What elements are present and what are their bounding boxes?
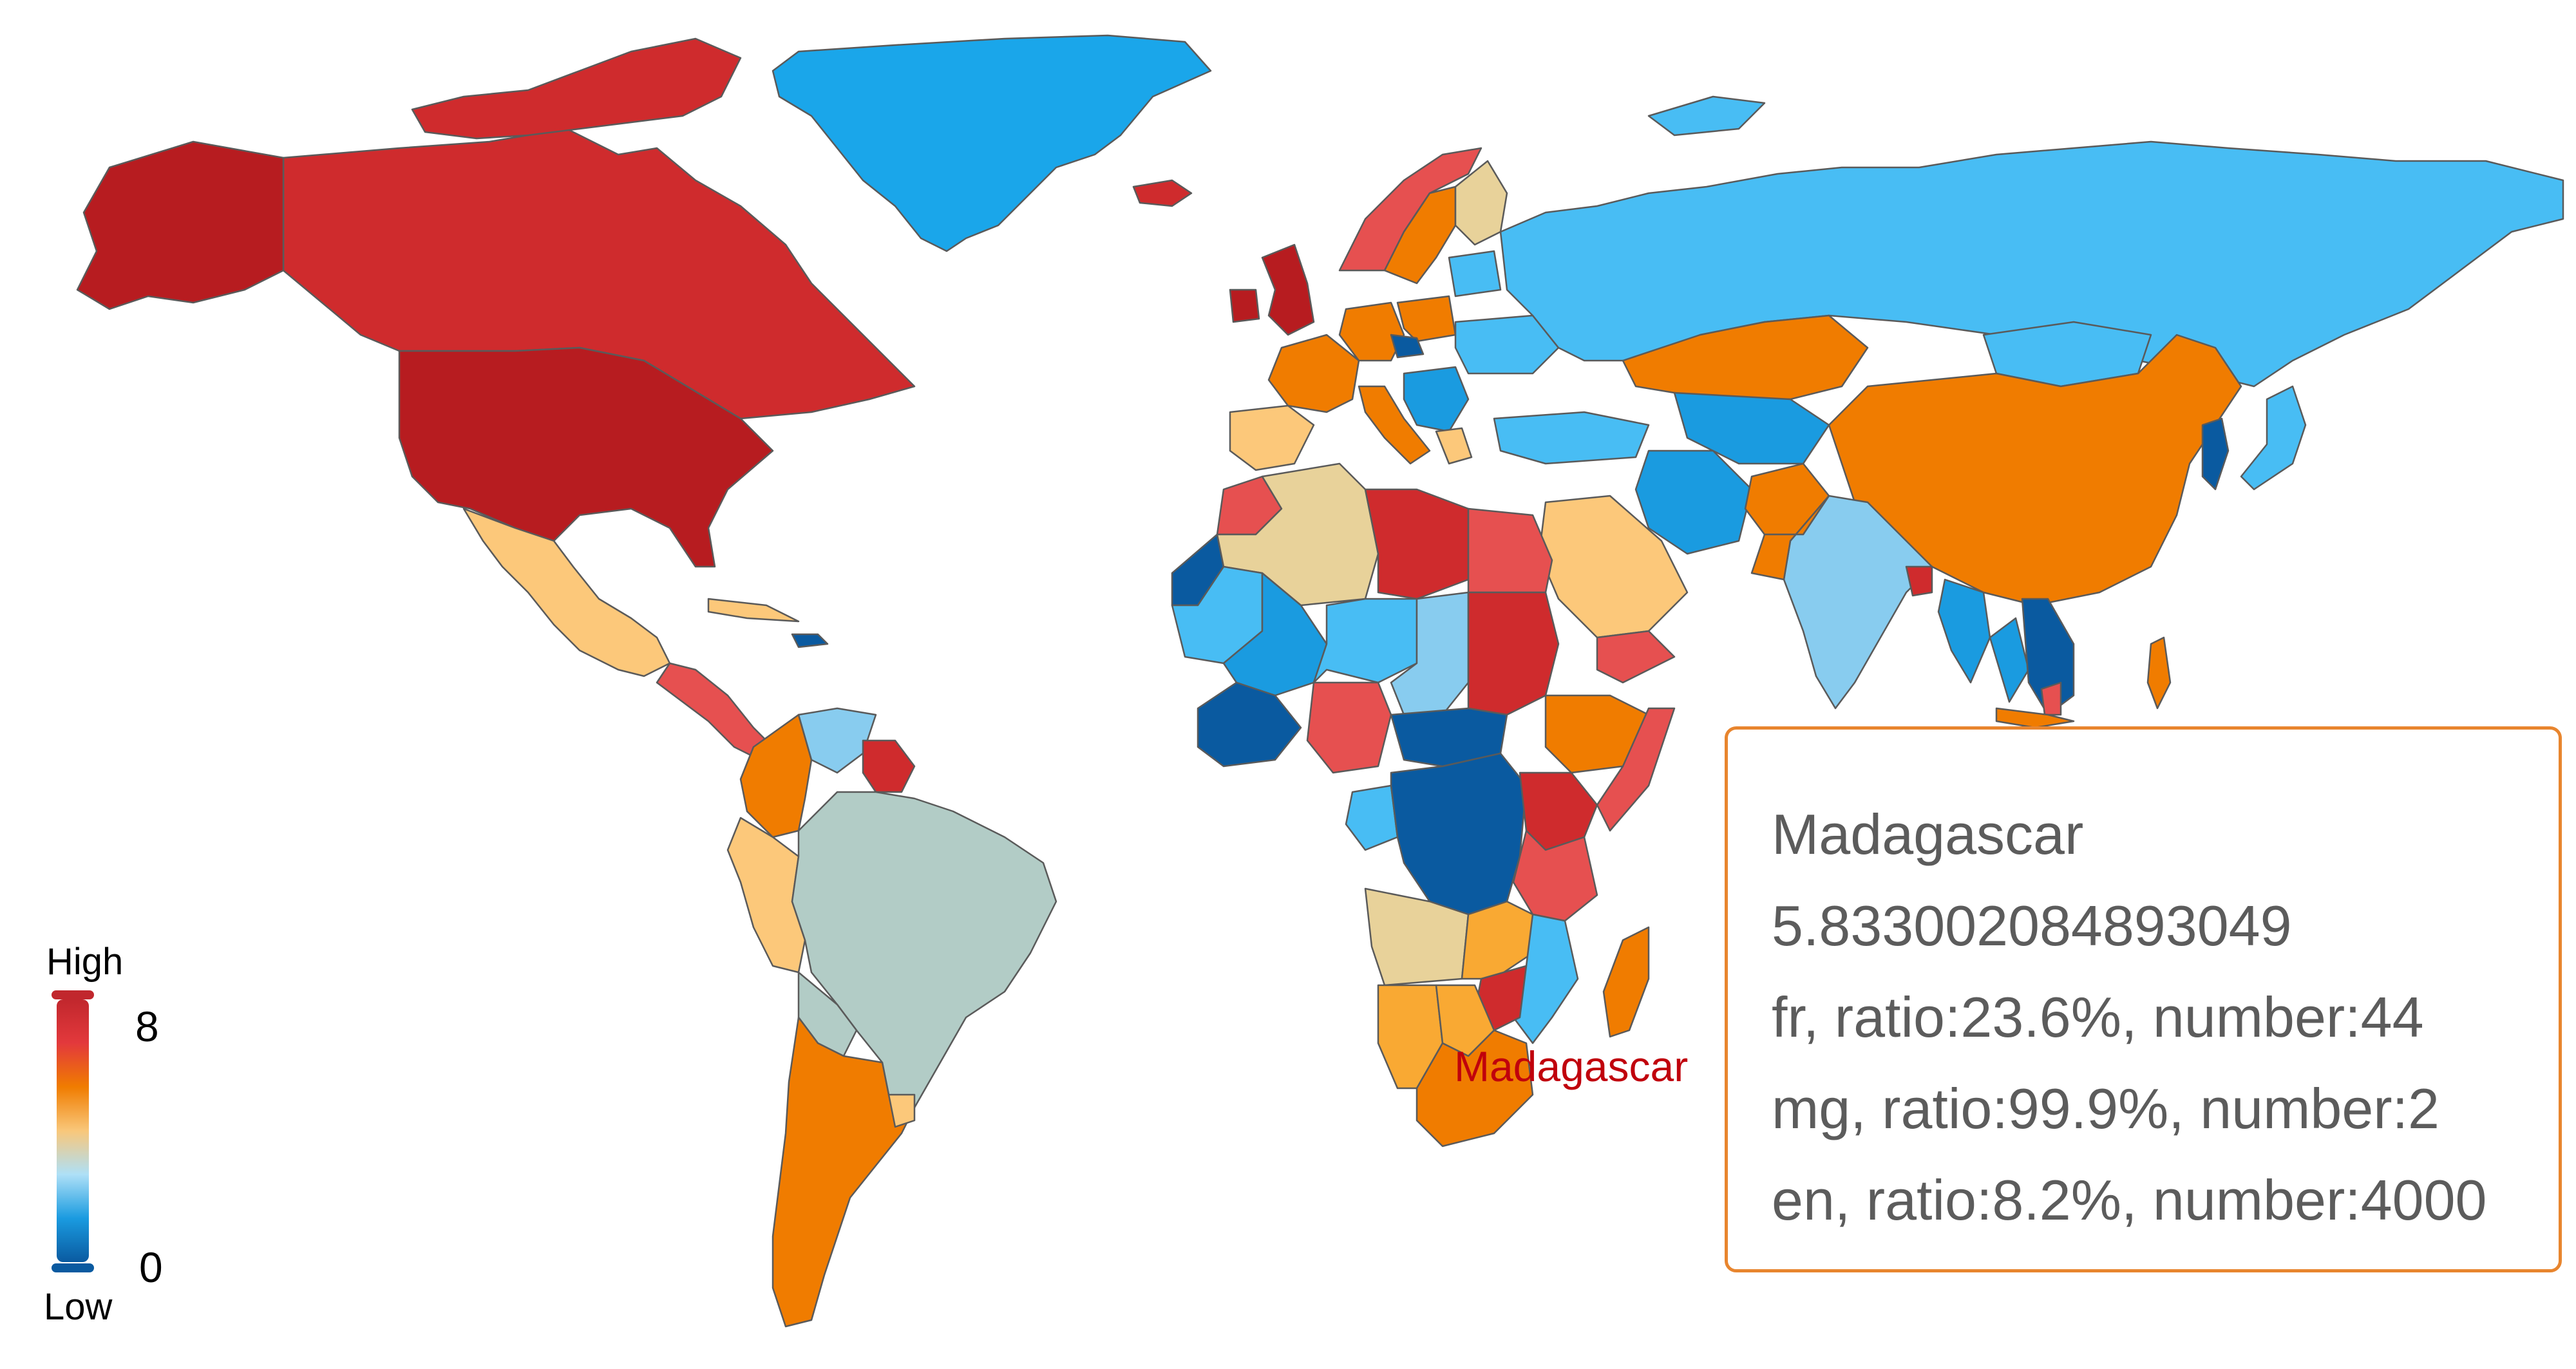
country-libya[interactable] — [1364, 488, 1470, 600]
country-korea[interactable] — [2201, 417, 2230, 491]
country-balkans[interactable] — [1403, 366, 1470, 433]
country-spain[interactable] — [1229, 404, 1315, 471]
country-poland[interactable] — [1396, 295, 1457, 343]
country-thailand[interactable] — [1989, 617, 2030, 703]
tooltip-country-name: Madagascar — [1772, 802, 2084, 866]
country-egypt[interactable] — [1467, 507, 1553, 594]
country-baltics[interactable] — [1448, 250, 1502, 297]
country-nigeria[interactable] — [1306, 681, 1392, 774]
country-alaska[interactable] — [76, 140, 285, 310]
country-cuba[interactable] — [707, 598, 800, 623]
country-cambodia[interactable] — [2040, 681, 2062, 716]
country-ireland[interactable] — [1229, 288, 1260, 323]
country-russia-islands[interactable] — [1647, 95, 1766, 137]
country-tooltip: Madagascar 5.833002084893049 fr, ratio:2… — [1725, 726, 2562, 1272]
madagascar-map-label: Madagascar — [1454, 1043, 1689, 1090]
country-bangladesh[interactable] — [1905, 565, 1933, 597]
country-uruguay[interactable] — [887, 1093, 916, 1128]
country-yemen[interactable] — [1596, 630, 1676, 684]
country-mexico[interactable] — [462, 507, 671, 677]
country-central-europe[interactable] — [1390, 334, 1425, 359]
country-france[interactable] — [1267, 334, 1360, 413]
country-indonesia[interactable] — [1995, 707, 2075, 729]
tooltip-language-row: fr, ratio:23.6%, number:44 — [1772, 985, 2424, 1049]
country-sudan[interactable] — [1467, 591, 1560, 716]
country-greece[interactable] — [1435, 427, 1473, 465]
country-myanmar[interactable] — [1937, 578, 1991, 684]
country-uk[interactable] — [1261, 243, 1315, 336]
country-west-africa[interactable] — [1197, 681, 1302, 768]
country-brazil[interactable] — [791, 791, 1057, 1109]
country-guyana[interactable] — [862, 739, 916, 793]
country-gabon[interactable] — [1345, 784, 1399, 851]
country-niger[interactable] — [1312, 598, 1418, 684]
country-pakistan[interactable] — [1750, 495, 1830, 581]
tooltip-language-row: en, ratio:8.2%, number:4000 — [1772, 1168, 2487, 1232]
legend-min-value: 0 — [139, 1243, 163, 1291]
country-canada-islands[interactable] — [411, 37, 742, 140]
country-drc[interactable] — [1390, 752, 1528, 916]
legend-high-label: High — [46, 941, 124, 983]
country-italy[interactable] — [1358, 385, 1431, 465]
country-iran[interactable] — [1634, 449, 1753, 555]
country-somalia[interactable] — [1596, 707, 1676, 832]
country-turkey[interactable] — [1493, 411, 1650, 465]
country-japan[interactable] — [2240, 385, 2307, 491]
country-usa[interactable] — [398, 346, 774, 568]
country-hispaniola[interactable] — [791, 633, 829, 648]
tooltip-language-row: mg, ratio:99.9%, number:2 — [1772, 1077, 2439, 1140]
country-philippines[interactable] — [2146, 636, 2172, 710]
country-south-africa[interactable] — [1416, 1029, 1534, 1147]
tooltip-value: 5.833002084893049 — [1772, 894, 2292, 958]
country-argentina[interactable] — [772, 1016, 916, 1328]
legend-gradient-bar — [57, 999, 89, 1262]
country-madagascar[interactable] — [1602, 926, 1650, 1038]
country-germany[interactable] — [1338, 301, 1405, 362]
legend-max-value: 8 — [135, 1003, 159, 1050]
legend-bottom-cap — [52, 1263, 94, 1272]
country-tanzania[interactable] — [1512, 829, 1598, 922]
legend-low-label: Low — [44, 1286, 113, 1328]
country-greenland[interactable] — [772, 34, 1212, 252]
country-iceland[interactable] — [1132, 179, 1193, 207]
country-kazakhstan[interactable] — [1622, 314, 1869, 401]
legend-top-cap — [52, 990, 94, 999]
